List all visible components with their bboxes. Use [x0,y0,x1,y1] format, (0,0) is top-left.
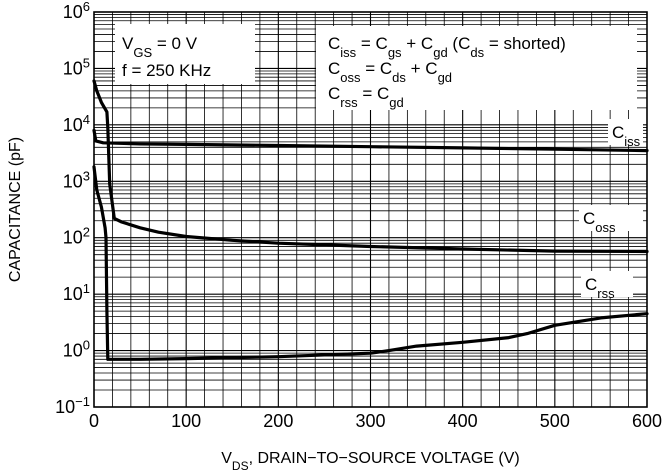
condition-symbol: V [122,34,134,53]
y-tick-base: 10 [63,115,83,135]
y-tick-base: 10 [55,397,75,417]
plot-border [93,11,648,408]
formula-3: Crss = Cgd [328,84,404,110]
y-tick-base: 10 [63,171,83,191]
x-tick-label: 500 [540,411,570,431]
series-label-subscript: rss [597,286,615,301]
series-label-c-rss: Crss [585,275,615,301]
x-axis-ticks: 0 100 200 300 400 500 600 [89,411,662,431]
formula-text: C [328,84,340,103]
y-tick-label: 102 [63,224,90,248]
plot-frame [93,11,648,408]
formula-subscript: gs [388,45,402,60]
formula-subscript: gd [438,70,452,85]
x-axis-symbol: V [221,450,232,467]
y-tick-exponent: 4 [83,111,90,126]
condition-frequency: f = 250 KHz [122,61,211,80]
series-label-c-oss: Coss [583,209,616,235]
series-label-symbol: C [612,123,624,142]
series-label-bg [579,205,643,231]
formula-subscript: ds [392,70,406,85]
y-tick-exponent: 0 [83,337,90,352]
x-tick-label: 400 [448,411,478,431]
x-axis-symbol-subscript: DS [232,459,249,472]
formula-text: = shorted) [484,34,566,53]
y-tick-label: 10−1 [55,394,90,418]
x-tick-label: 600 [632,411,662,431]
series-label-subscript: oss [595,220,616,235]
formula-subscript: ds [470,45,484,60]
y-tick-exponent: 3 [83,168,90,183]
curves [92,79,649,361]
series-label-symbol: C [583,209,595,228]
y-tick-label: 106 [63,0,90,22]
condition-subscript: GS [133,45,152,60]
y-tick-base: 10 [63,228,83,248]
x-tick-label: 200 [263,411,293,431]
series-label-bg [608,119,643,145]
formula-text: + C [402,34,434,53]
x-tick-label: 100 [171,411,201,431]
formula-2: Coss = Cds + Cgd [328,59,452,85]
formula-subscript: gd [389,95,403,110]
y-tick-exponent: 6 [83,0,90,14]
y-tick-base: 10 [63,2,83,22]
formula-text: = C [358,84,390,103]
y-tick-label: 104 [63,111,90,135]
formulas-box [316,26,637,110]
formula-subscript: oss [340,70,361,85]
y-tick-label: 101 [63,281,90,305]
y-tick-label: 105 [63,55,90,79]
formula-subscript: rss [340,95,358,110]
y-tick-exponent: −1 [75,394,90,409]
formula-text: = C [361,59,393,78]
series-line-c-oss [92,79,649,254]
y-tick-base: 10 [63,284,83,304]
y-tick-label: 100 [63,337,90,361]
formula-text: C [328,34,340,53]
y-tick-exponent: 5 [83,55,90,70]
series-line-c-iss [92,128,649,153]
axis-titles: VDS, DRAIN−TO−SOURCE VOLTAGE (V) CAPACITA… [7,137,520,472]
formula-1: Ciss = Cgs + Cgd (Cds = shorted) [328,34,566,60]
series-label-c-iss: Ciss [612,123,641,149]
series-label-symbol: C [585,275,597,294]
conditions-box [115,24,255,84]
formula-subscript: iss [340,45,356,60]
formula-text: C [328,59,340,78]
y-tick-exponent: 1 [83,281,90,296]
y-axis-title: CAPACITANCE (pF) [7,137,24,282]
y-tick-base: 10 [63,58,83,78]
x-axis-title: VDS, DRAIN−TO−SOURCE VOLTAGE (V) [221,450,520,472]
formula-subscript: gd [433,45,447,60]
formula-text: + C [406,59,438,78]
series-label-subscript: iss [624,134,640,149]
x-axis-label: , DRAIN−TO−SOURCE VOLTAGE (V) [249,450,520,467]
x-tick-label: 0 [89,411,99,431]
y-tick-base: 10 [63,341,83,361]
series-label-bg [581,271,633,297]
y-tick-label: 103 [63,168,90,192]
formula-text: (C [448,34,471,53]
formula-text: = C [356,34,388,53]
series-line-c-rss [92,165,649,361]
condition-value: = 0 V [152,34,198,53]
y-tick-exponent: 2 [83,224,90,239]
x-tick-label: 300 [355,411,385,431]
condition-vgs: VGS = 0 V [122,34,198,60]
